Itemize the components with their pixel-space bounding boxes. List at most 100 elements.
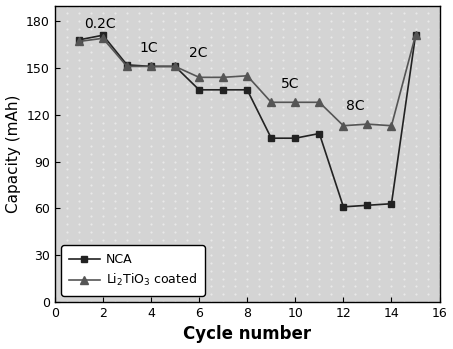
- Point: [171, 81, 178, 86]
- Point: [171, 73, 178, 79]
- Point: [99, 182, 106, 188]
- Point: [99, 166, 106, 172]
- Point: [340, 120, 347, 125]
- Point: [412, 120, 419, 125]
- Point: [87, 143, 95, 149]
- Point: [87, 34, 95, 39]
- Point: [111, 284, 119, 289]
- Point: [340, 206, 347, 211]
- Point: [87, 73, 95, 79]
- Point: [436, 50, 443, 55]
- Point: [255, 143, 263, 149]
- Point: [183, 120, 191, 125]
- Point: [376, 245, 383, 250]
- Point: [220, 174, 227, 180]
- Point: [316, 198, 323, 203]
- Point: [364, 3, 371, 8]
- Point: [171, 42, 178, 47]
- Point: [280, 214, 287, 219]
- Point: [244, 252, 251, 258]
- Point: [207, 237, 215, 243]
- Point: [135, 26, 143, 32]
- Point: [436, 81, 443, 86]
- Point: [400, 245, 407, 250]
- Point: [352, 276, 359, 281]
- Point: [87, 104, 95, 110]
- Point: [183, 237, 191, 243]
- Point: [99, 284, 106, 289]
- Point: [171, 206, 178, 211]
- Point: [123, 96, 130, 102]
- NCA: [76, 38, 82, 42]
- Point: [183, 198, 191, 203]
- Point: [304, 229, 311, 235]
- Point: [316, 214, 323, 219]
- Point: [364, 174, 371, 180]
- Point: [400, 104, 407, 110]
- Point: [147, 268, 154, 274]
- Point: [63, 174, 71, 180]
- Point: [183, 3, 191, 8]
- Point: [255, 3, 263, 8]
- Point: [207, 143, 215, 149]
- Point: [183, 190, 191, 195]
- Point: [171, 135, 178, 141]
- Point: [412, 229, 419, 235]
- NCA: [293, 136, 298, 140]
- Point: [268, 252, 275, 258]
- Point: [412, 260, 419, 266]
- Point: [220, 65, 227, 71]
- Point: [255, 120, 263, 125]
- Point: [304, 120, 311, 125]
- Point: [183, 89, 191, 94]
- Point: [171, 57, 178, 63]
- Point: [171, 128, 178, 133]
- Point: [123, 182, 130, 188]
- Point: [183, 96, 191, 102]
- Point: [340, 174, 347, 180]
- Point: [135, 291, 143, 297]
- Point: [147, 214, 154, 219]
- Point: [255, 128, 263, 133]
- Point: [352, 65, 359, 71]
- Point: [196, 214, 203, 219]
- Point: [63, 151, 71, 157]
- Point: [376, 81, 383, 86]
- Point: [111, 96, 119, 102]
- Point: [63, 112, 71, 118]
- Point: [316, 143, 323, 149]
- Li$_2$TiO$_3$ coated: [317, 100, 322, 104]
- Point: [304, 206, 311, 211]
- Point: [207, 89, 215, 94]
- Point: [328, 166, 335, 172]
- Point: [171, 34, 178, 39]
- Point: [207, 10, 215, 16]
- Point: [376, 143, 383, 149]
- Point: [412, 65, 419, 71]
- Point: [183, 135, 191, 141]
- Point: [352, 120, 359, 125]
- Point: [99, 198, 106, 203]
- Point: [220, 276, 227, 281]
- Point: [328, 3, 335, 8]
- Point: [231, 299, 239, 305]
- Point: [376, 291, 383, 297]
- Point: [424, 214, 431, 219]
- Li$_2$TiO$_3$ coated: [341, 124, 346, 128]
- Point: [424, 112, 431, 118]
- Point: [292, 104, 299, 110]
- Point: [231, 81, 239, 86]
- Point: [111, 245, 119, 250]
- Li$_2$TiO$_3$ coated: [389, 124, 394, 128]
- Point: [123, 34, 130, 39]
- Point: [75, 237, 82, 243]
- Point: [352, 34, 359, 39]
- Point: [400, 190, 407, 195]
- Point: [388, 151, 395, 157]
- Li$_2$TiO$_3$ coated: [76, 39, 82, 44]
- Point: [436, 57, 443, 63]
- Point: [63, 214, 71, 219]
- Point: [111, 57, 119, 63]
- Point: [147, 143, 154, 149]
- Point: [316, 284, 323, 289]
